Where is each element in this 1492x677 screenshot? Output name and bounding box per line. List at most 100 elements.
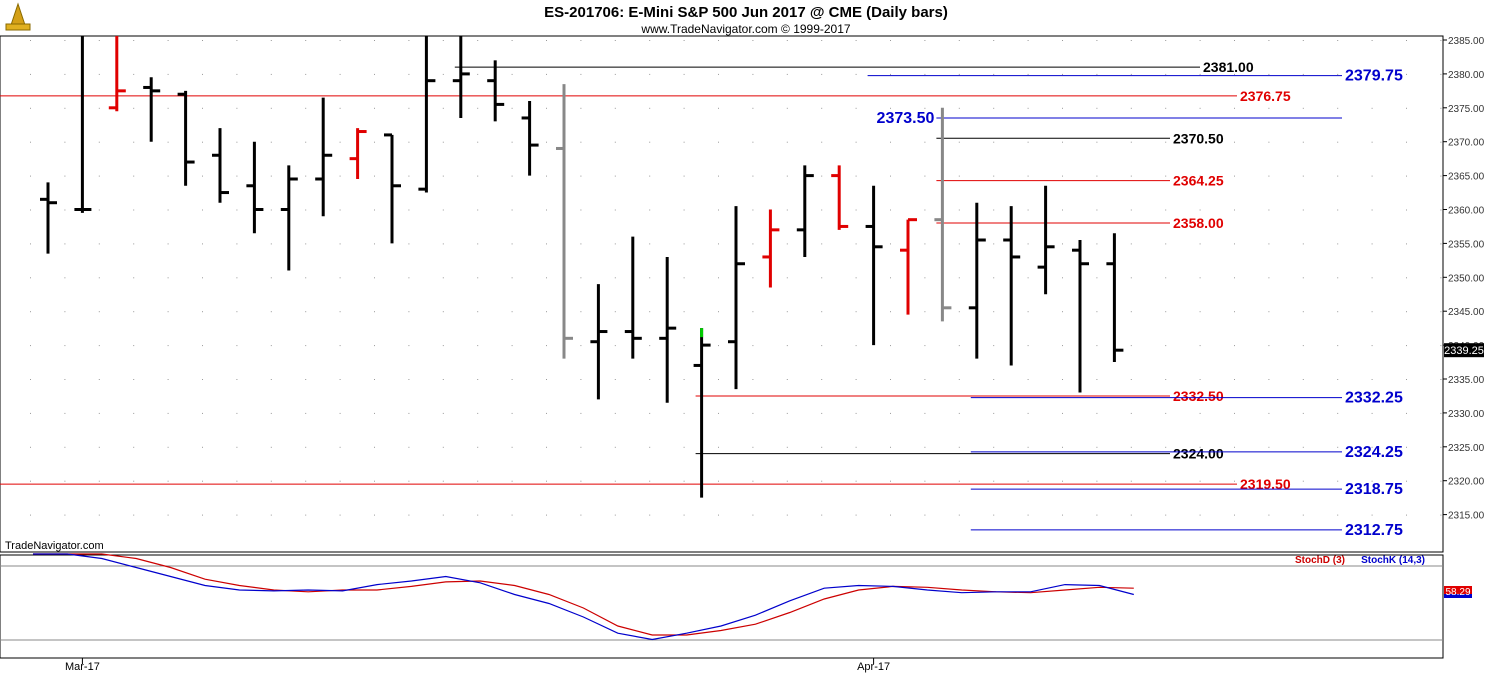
- grid-dot: [614, 311, 616, 313]
- grid-dot: [752, 514, 754, 516]
- grid-dot: [98, 209, 100, 211]
- grid-dot: [890, 412, 891, 414]
- grid-dot: [718, 40, 719, 41]
- grid-dot: [1165, 311, 1167, 313]
- grid-dot: [1027, 209, 1029, 211]
- grid-dot: [1130, 514, 1132, 516]
- grid-dot: [1096, 107, 1098, 109]
- grid-dot: [924, 209, 926, 211]
- grid-dot: [270, 480, 272, 482]
- y-tick-label: 2320.00: [1448, 477, 1485, 488]
- grid-dot: [408, 379, 410, 380]
- grid-dot: [855, 277, 857, 279]
- grid-dot: [1440, 73, 1442, 75]
- grid-dot: [270, 209, 272, 211]
- grid-dot: [374, 209, 375, 211]
- grid-dot: [1371, 243, 1373, 245]
- grid-dot: [133, 40, 135, 41]
- grid-dot: [442, 40, 444, 41]
- grid-dot: [1165, 243, 1167, 245]
- grid-dot: [408, 277, 410, 279]
- grid-dot: [546, 73, 547, 75]
- grid-dot: [993, 175, 995, 177]
- grid-dot: [786, 311, 788, 313]
- grid-dot: [1130, 277, 1132, 279]
- grid-dot: [821, 209, 823, 211]
- grid-dot: [408, 243, 410, 245]
- grid-dot: [236, 480, 238, 482]
- grid-dot: [442, 379, 444, 380]
- grid-dot: [477, 209, 479, 211]
- grid-dot: [1371, 379, 1373, 380]
- grid-dot: [1199, 243, 1201, 245]
- grid-dot: [1165, 277, 1167, 279]
- grid-dot: [1199, 446, 1201, 448]
- grid-dot: [718, 243, 719, 245]
- grid-dot: [442, 514, 444, 516]
- grid-dot: [442, 141, 444, 143]
- grid-dot: [1234, 345, 1235, 347]
- grid-dot: [1337, 40, 1339, 41]
- grid-dot: [236, 40, 238, 41]
- grid-dot: [580, 107, 582, 109]
- grid-dot: [649, 209, 651, 211]
- grid-dot: [64, 379, 66, 380]
- grid-dot: [718, 141, 719, 143]
- grid-dot: [1268, 412, 1270, 414]
- grid-dot: [1234, 412, 1235, 414]
- grid-dot: [1406, 209, 1407, 211]
- grid-dot: [1234, 446, 1235, 448]
- grid-dot: [477, 480, 479, 482]
- grid-dot: [1268, 345, 1270, 347]
- grid-dot: [374, 40, 375, 41]
- grid-dot: [1062, 209, 1063, 211]
- grid-dot: [236, 446, 238, 448]
- grid-dot: [98, 480, 100, 482]
- level-label: 2312.75: [1345, 522, 1403, 539]
- grid-dot: [683, 480, 685, 482]
- grid-dot: [1234, 40, 1235, 41]
- grid-dot: [167, 412, 169, 414]
- grid-dot: [580, 311, 582, 313]
- grid-dot: [442, 209, 444, 211]
- grid-dot: [1234, 141, 1235, 143]
- grid-dot: [270, 175, 272, 177]
- grid-dot: [718, 209, 719, 211]
- grid-dot: [683, 209, 685, 211]
- grid-dot: [1096, 514, 1098, 516]
- grid-dot: [855, 175, 857, 177]
- grid-dot: [30, 40, 31, 41]
- grid-dot: [821, 446, 823, 448]
- grid-dot: [30, 175, 31, 177]
- grid-dot: [718, 379, 719, 380]
- grid-dot: [1165, 209, 1167, 211]
- grid-dot: [305, 277, 307, 279]
- grid-dot: [546, 345, 547, 347]
- grid-dot: [718, 311, 719, 313]
- grid-dot: [511, 514, 513, 516]
- grid-dot: [546, 107, 547, 109]
- grid-dot: [924, 243, 926, 245]
- grid-dot: [580, 446, 582, 448]
- y-tick-label: 2380.00: [1448, 70, 1485, 81]
- grid-dot: [374, 141, 375, 143]
- grid-dot: [1199, 412, 1201, 414]
- grid-dot: [1302, 40, 1304, 41]
- grid-dot: [786, 107, 788, 109]
- grid-dot: [1234, 379, 1235, 380]
- grid-dot: [890, 40, 891, 41]
- grid-dot: [270, 514, 272, 516]
- grid-dot: [855, 40, 857, 41]
- grid-dot: [718, 514, 719, 516]
- grid-dot: [1165, 379, 1167, 380]
- grid-dot: [614, 379, 616, 380]
- grid-dot: [1199, 277, 1201, 279]
- grid-dot: [339, 379, 341, 380]
- grid-dot: [236, 311, 238, 313]
- grid-dot: [202, 480, 203, 482]
- grid-dot: [236, 107, 238, 109]
- grid-dot: [64, 141, 66, 143]
- date-axis: Mar-17 Apr-17: [65, 658, 890, 673]
- grid-dot: [408, 175, 410, 177]
- grid-dot: [683, 514, 685, 516]
